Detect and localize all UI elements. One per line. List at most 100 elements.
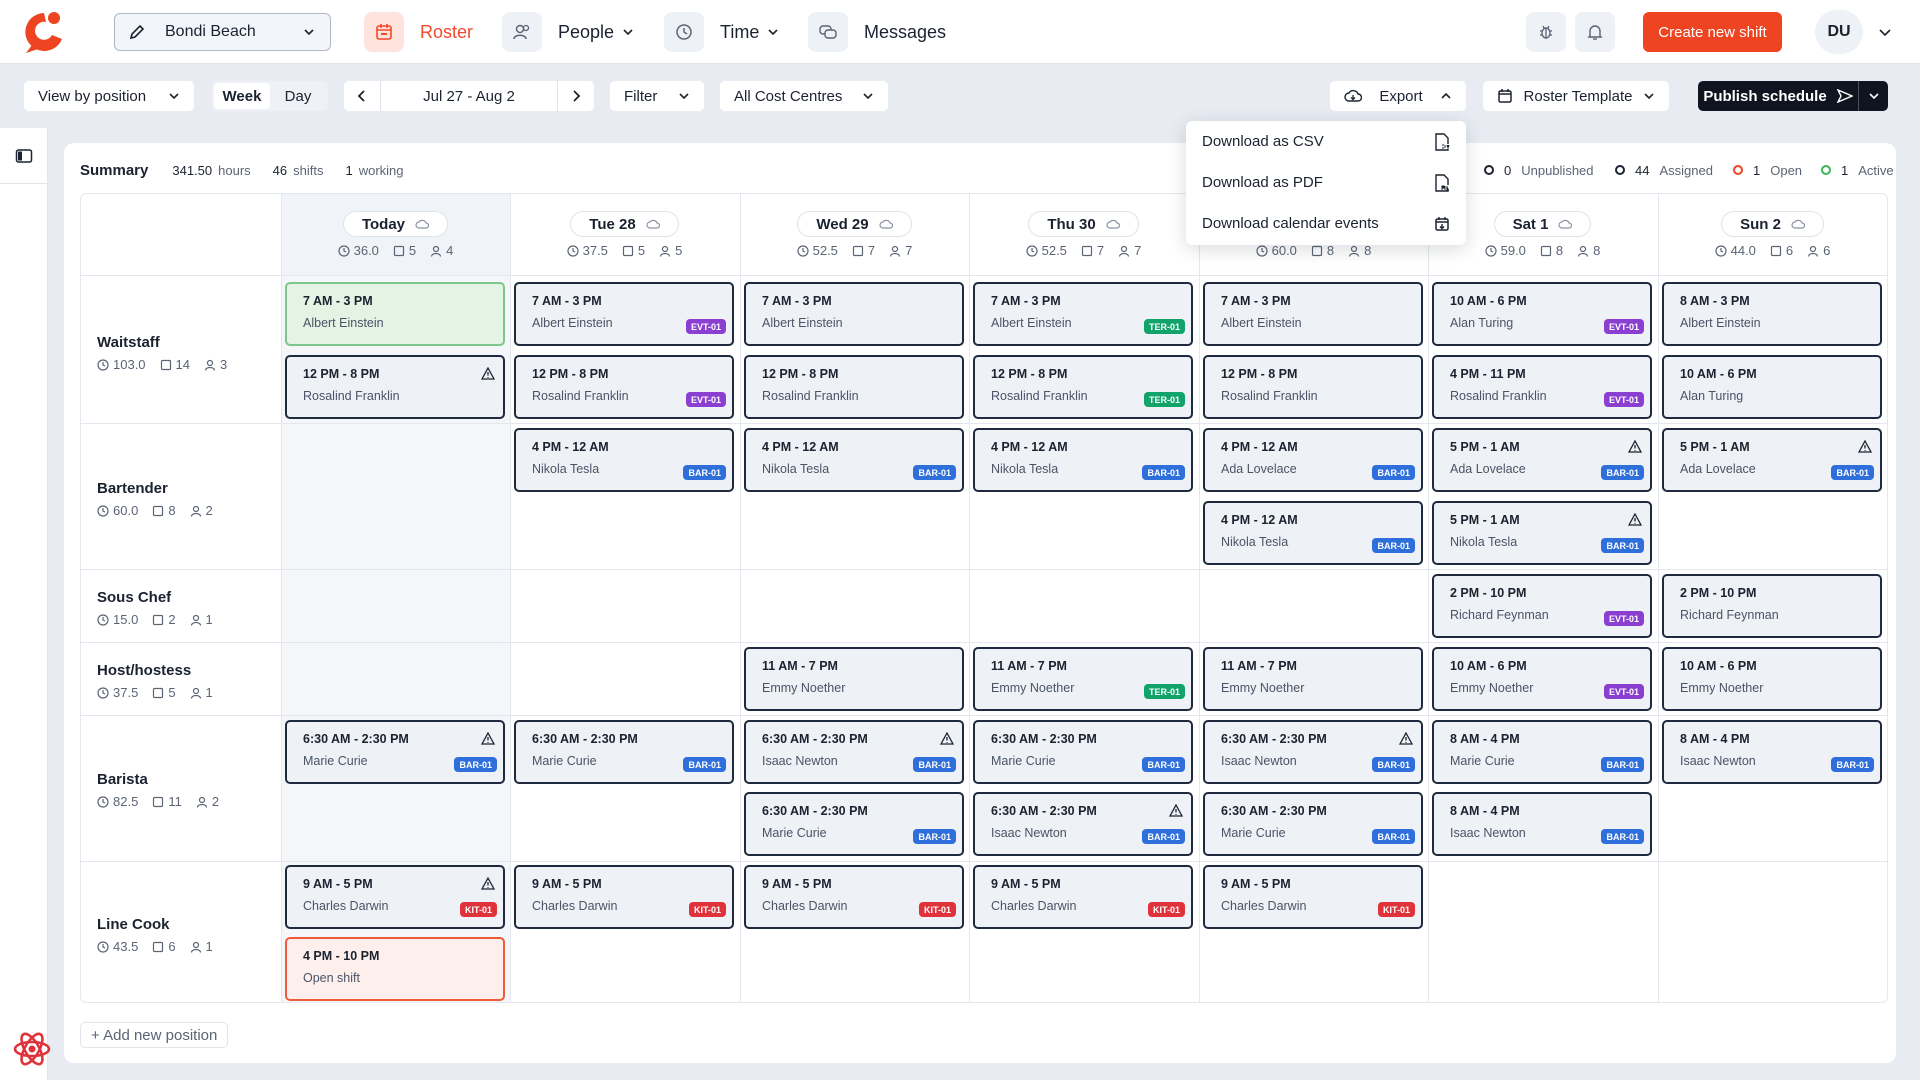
shift-card[interactable]: 7 AM - 3 PM Albert Einstein xyxy=(1203,282,1423,346)
add-position-button[interactable]: + Add new position xyxy=(80,1022,229,1048)
shift-card[interactable]: 4 PM - 11 PM Rosalind Franklin EVT-01 xyxy=(1432,355,1652,419)
app-logo[interactable] xyxy=(22,9,66,55)
chevron-down-icon[interactable] xyxy=(1877,24,1893,40)
shift-card[interactable]: 9 AM - 5 PM Charles Darwin KIT-01 xyxy=(285,865,505,929)
shift-card[interactable]: 7 AM - 3 PM Albert Einstein EVT-01 xyxy=(514,282,734,346)
shift-card[interactable]: 6:30 AM - 2:30 PM Isaac Newton BAR-01 xyxy=(973,792,1193,856)
shift-card[interactable]: 11 AM - 7 PM Emmy Noether xyxy=(1203,647,1423,711)
shift-time: 12 PM - 8 PM xyxy=(762,367,839,381)
shift-card[interactable]: 9 AM - 5 PM Charles Darwin KIT-01 xyxy=(1203,865,1423,929)
publish-schedule-button[interactable]: Publish schedule xyxy=(1698,81,1888,111)
position-stats: 103.0 14 3 xyxy=(97,357,227,372)
day-option[interactable]: Day xyxy=(284,87,312,105)
shift-card[interactable]: 6:30 AM - 2:30 PM Marie Curie BAR-01 xyxy=(744,792,964,856)
publish-schedule-main[interactable]: Publish schedule xyxy=(1698,81,1858,111)
shift-card[interactable]: 4 PM - 12 AM Nikola Tesla BAR-01 xyxy=(514,428,734,492)
shift-count-icon xyxy=(152,614,164,626)
shift-card[interactable]: 7 AM - 3 PM Albert Einstein xyxy=(285,282,505,346)
shift-card[interactable]: 12 PM - 8 PM Rosalind Franklin xyxy=(744,355,964,419)
shift-card[interactable]: 5 PM - 1 AM Ada Lovelace BAR-01 xyxy=(1662,428,1882,492)
grid-column-divider xyxy=(1658,193,1659,1003)
shift-card[interactable]: 12 PM - 8 PM Rosalind Franklin xyxy=(1203,355,1423,419)
nav-messages[interactable]: Messages xyxy=(808,12,946,52)
position-label[interactable]: Waitstaff 103.0 14 3 xyxy=(97,334,227,372)
date-range[interactable]: Jul 27 - Aug 2 xyxy=(380,81,558,111)
shift-card[interactable]: 9 AM - 5 PM Charles Darwin KIT-01 xyxy=(973,865,1193,929)
position-label[interactable]: Barista 82.5 11 2 xyxy=(97,771,219,809)
day-pill[interactable]: Sat 1 xyxy=(1493,211,1592,237)
day-pill[interactable]: Tue 28 xyxy=(570,211,679,237)
day-pill[interactable]: Today xyxy=(342,211,449,237)
shift-employee: Nikola Tesla xyxy=(991,462,1059,476)
react-devtools-icon[interactable] xyxy=(12,1029,52,1069)
shift-card[interactable]: 6:30 AM - 2:30 PM Isaac Newton BAR-01 xyxy=(1203,720,1423,784)
shift-employee: Emmy Noether xyxy=(991,681,1075,695)
shift-card[interactable]: 5 PM - 1 AM Nikola Tesla BAR-01 xyxy=(1432,501,1652,565)
shift-card[interactable]: 7 AM - 3 PM Albert Einstein xyxy=(744,282,964,346)
view-by-select[interactable]: View by position xyxy=(24,81,194,111)
shift-card[interactable]: 10 AM - 6 PM Alan Turing EVT-01 xyxy=(1432,282,1652,346)
cost-centres-select[interactable]: All Cost Centres xyxy=(720,81,888,111)
day-pill[interactable]: Sun 2 xyxy=(1721,211,1824,237)
create-shift-button[interactable]: Create new shift xyxy=(1643,12,1782,52)
roster-template-select[interactable]: Roster Template xyxy=(1483,81,1669,111)
shift-card[interactable]: 8 AM - 4 PM Marie Curie BAR-01 xyxy=(1432,720,1652,784)
shift-card[interactable]: 7 AM - 3 PM Albert Einstein TER-01 xyxy=(973,282,1193,346)
cost-centre-badge: BAR-01 xyxy=(454,757,497,772)
location-select[interactable]: Bondi Beach xyxy=(114,13,331,51)
position-label[interactable]: Line Cook 43.5 6 1 xyxy=(97,916,213,954)
shift-card[interactable]: 6:30 AM - 2:30 PM Marie Curie BAR-01 xyxy=(514,720,734,784)
nav-people[interactable]: People xyxy=(502,12,634,52)
shift-card[interactable]: 9 AM - 5 PM Charles Darwin KIT-01 xyxy=(744,865,964,929)
avatar[interactable]: DU xyxy=(1815,10,1863,54)
position-label[interactable]: Host/hostess 37.5 5 1 xyxy=(97,662,213,700)
position-people: 1 xyxy=(205,612,213,627)
shift-card[interactable]: 4 PM - 10 PM Open shift xyxy=(285,937,505,1001)
position-label[interactable]: Sous Chef 15.0 2 1 xyxy=(97,589,213,627)
shift-card[interactable]: 2 PM - 10 PM Richard Feynman EVT-01 xyxy=(1432,574,1652,638)
shift-card[interactable]: 12 PM - 8 PM Rosalind Franklin TER-01 xyxy=(973,355,1193,419)
shift-card[interactable]: 6:30 AM - 2:30 PM Marie Curie BAR-01 xyxy=(1203,792,1423,856)
download-pdf-item[interactable]: Download as PDF xyxy=(1186,162,1466,203)
shift-card[interactable]: 6:30 AM - 2:30 PM Marie Curie BAR-01 xyxy=(973,720,1193,784)
download-csv-item[interactable]: Download as CSV xyxy=(1186,121,1466,162)
position-label[interactable]: Bartender 60.0 8 2 xyxy=(97,480,213,518)
person-icon xyxy=(190,614,202,626)
shift-card[interactable]: 6:30 AM - 2:30 PM Isaac Newton BAR-01 xyxy=(744,720,964,784)
shift-card[interactable]: 8 AM - 4 PM Isaac Newton BAR-01 xyxy=(1432,792,1652,856)
shift-card[interactable]: 12 PM - 8 PM Rosalind Franklin xyxy=(285,355,505,419)
nav-messages-label: Messages xyxy=(864,21,947,42)
publish-options-button[interactable] xyxy=(1858,81,1888,111)
day-shifts: 8 xyxy=(1326,243,1335,258)
prev-week-button[interactable] xyxy=(344,81,380,111)
shift-card[interactable]: 6:30 AM - 2:30 PM Marie Curie BAR-01 xyxy=(285,720,505,784)
shift-card[interactable]: 8 AM - 4 PM Isaac Newton BAR-01 xyxy=(1662,720,1882,784)
week-option[interactable]: Week xyxy=(214,83,270,109)
shift-card[interactable]: 10 AM - 6 PM Alan Turing xyxy=(1662,355,1882,419)
shift-card[interactable]: 2 PM - 10 PM Richard Feynman xyxy=(1662,574,1882,638)
nav-roster[interactable]: Roster xyxy=(364,12,473,52)
shift-card[interactable]: 4 PM - 12 AM Nikola Tesla BAR-01 xyxy=(973,428,1193,492)
shift-card[interactable]: 11 AM - 7 PM Emmy Noether xyxy=(744,647,964,711)
notifications-button[interactable] xyxy=(1575,12,1615,52)
export-button[interactable]: Export xyxy=(1330,81,1466,111)
filter-button[interactable]: Filter xyxy=(610,81,704,111)
download-calendar-item[interactable]: Download calendar events xyxy=(1186,203,1466,244)
shift-card[interactable]: 4 PM - 12 AM Nikola Tesla BAR-01 xyxy=(744,428,964,492)
day-pill[interactable]: Thu 30 xyxy=(1028,211,1139,237)
shift-card[interactable]: 10 AM - 6 PM Emmy Noether EVT-01 xyxy=(1432,647,1652,711)
sidebar-toggle-button[interactable] xyxy=(0,128,48,184)
shift-card[interactable]: 4 PM - 12 AM Nikola Tesla BAR-01 xyxy=(1203,501,1423,565)
bug-report-button[interactable] xyxy=(1526,12,1566,52)
next-week-button[interactable] xyxy=(558,81,594,111)
shift-card[interactable]: 10 AM - 6 PM Emmy Noether xyxy=(1662,647,1882,711)
shift-card[interactable]: 5 PM - 1 AM Ada Lovelace BAR-01 xyxy=(1432,428,1652,492)
nav-time[interactable]: Time xyxy=(664,12,779,52)
shift-card[interactable]: 4 PM - 12 AM Ada Lovelace BAR-01 xyxy=(1203,428,1423,492)
shift-card[interactable]: 9 AM - 5 PM Charles Darwin KIT-01 xyxy=(514,865,734,929)
day-pill[interactable]: Wed 29 xyxy=(797,211,912,237)
shift-time: 10 AM - 6 PM xyxy=(1680,659,1757,673)
shift-card[interactable]: 12 PM - 8 PM Rosalind Franklin EVT-01 xyxy=(514,355,734,419)
shift-card[interactable]: 11 AM - 7 PM Emmy Noether TER-01 xyxy=(973,647,1193,711)
shift-card[interactable]: 8 AM - 3 PM Albert Einstein xyxy=(1662,282,1882,346)
